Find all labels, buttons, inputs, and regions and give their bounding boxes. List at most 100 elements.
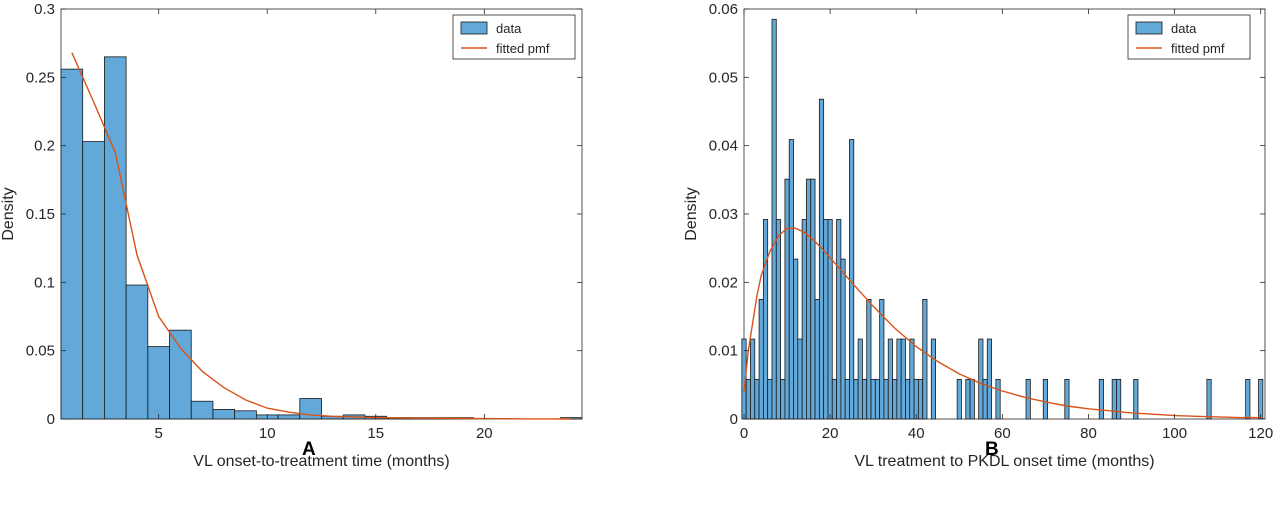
chart-b-bar-42 [922,299,928,420]
chart-b-bar-9 [780,378,786,420]
chart-b-legend-label-fit: fitted pmf [1171,41,1225,56]
chart-a-bar-5 [169,329,192,420]
chart-b-bar-1 [745,378,751,420]
chart-b-ytick-label-3: 0.03 [709,206,738,223]
chart-b-bar-16 [810,178,816,420]
chart-b-bar-57 [986,338,992,420]
chart-b-bar-35 [892,378,898,420]
chart-a-bar-7 [212,409,236,420]
chart-b-bar-8 [775,219,781,420]
chart-b-ytick-label-0: 0 [730,411,738,428]
chart-b-bar-66 [1025,378,1031,420]
panel-label-b: B [985,439,999,460]
chart-b: 0 20 40 60 80 100 120 0 0.01 0.02 0.03 0.04 0.05 0.06… [683,1,1273,470]
chart-b-bar-31 [874,378,881,420]
chart-b-bar-37 [900,338,906,420]
chart-b-bar-55 [978,338,984,420]
chart-b-bar-27 [857,338,863,420]
chart-a-bar-6 [190,400,214,420]
chart-b-bar-30 [870,378,876,420]
chart-b-xtick-label-1: 20 [822,425,839,442]
chart-b-legend-label-data: data [1171,21,1197,36]
chart-b-bar-44 [930,338,937,420]
chart-b-xlabel: VL treatment to PKDL onset time (months) [854,453,1154,470]
chart-a: 5 10 15 20 0 0.05 0.1 0.15 0.2 0.25 0.3 VL onset-to… [0,1,583,470]
chart-b-bar-38 [905,378,911,420]
chart-a-bar-2 [104,56,127,420]
chart-b-bar-7 [771,18,777,420]
chart-b-bar-40 [913,378,919,420]
chart-b-bar-117 [1245,378,1251,420]
chart-a-ytick-label-5: 0.25 [26,69,55,86]
chart-b-bar-32 [879,299,885,420]
chart-b-bar-108 [1206,378,1212,420]
chart-a-ylabel: Density [0,187,17,240]
chart-b-xtick-label-5: 100 [1162,425,1187,442]
chart-b-bar-87 [1116,378,1122,420]
chart-b-bar-20 [827,219,833,420]
chart-b-bar-17 [814,299,820,420]
chart-b-bar-4 [758,299,764,420]
chart-b-bar-120 [1258,378,1264,420]
chart-b-xtick-label-2: 40 [908,425,925,442]
chart-a-ytick-label-4: 0.2 [34,138,55,155]
chart-b-bar-75 [1064,378,1070,420]
chart-b-bar-23 [840,258,846,420]
chart-b-xtick-label-4: 80 [1080,425,1097,442]
chart-b-bar-39 [909,338,915,420]
chart-a-xlabel: VL onset-to-treatment time (months) [193,453,449,470]
chart-a-ytick-label-1: 0.05 [26,343,55,360]
chart-b-bar-33 [883,378,889,420]
chart-a-bar-0 [60,68,84,420]
chart-b-ytick-label-2: 0.02 [709,274,738,291]
chart-b-bar-41 [917,378,924,420]
chart-a-xtick-label-0: 5 [155,425,163,442]
chart-b-bar-91 [1133,378,1139,420]
chart-a-legend-box [452,14,576,60]
chart-b-bar-53 [969,378,975,420]
chart-b-bar-36 [896,338,902,420]
chart-a-ytick-label-0: 0 [47,411,55,428]
chart-a-xtick-label-1: 10 [259,425,276,442]
chart-a-bar-3 [125,284,149,420]
chart-b-bar-34 [887,338,893,420]
chart-a-xtick-label-3: 20 [476,425,493,442]
chart-b-bar-2 [750,338,756,420]
chart-b-bar-13 [797,338,803,420]
chart-b-ytick-label-6: 0.06 [709,1,738,18]
chart-b-bar-86 [1111,378,1117,420]
chart-b-bar-29 [866,299,872,420]
chart-b-bar-25 [849,139,855,420]
chart-a-ytick-label-2: 0.1 [34,274,55,291]
chart-b-bar-59 [995,378,1001,420]
chart-b-bar-22 [836,219,842,420]
chart-b-bar-28 [862,378,868,420]
chart-a-bar-4 [147,346,170,420]
chart-b-xtick-label-6: 120 [1248,425,1273,442]
chart-b-bar-3 [754,378,760,420]
chart-a-ytick-label-3: 0.15 [26,206,55,223]
chart-b-xtick-label-3: 60 [994,425,1011,442]
chart-a-bar-8 [234,410,257,420]
chart-b-xtick-label-0: 0 [740,425,748,442]
chart-b-bar-70 [1042,378,1048,420]
chart-a-legend-label-fit: fitted pmf [496,41,550,56]
chart-b-bar-21 [831,378,837,420]
panel-label-a: A [302,439,316,460]
chart-a-bar-10 [277,414,301,420]
chart-a-bar-1 [82,141,105,420]
chart-b-bar-5 [762,219,769,420]
chart-b-ylabel: Density [683,187,700,240]
chart-b-bar-52 [965,378,971,420]
chart-b-bar-24 [844,378,850,420]
chart-a-xtick-label-2: 15 [367,425,384,442]
chart-b-bar-12 [793,258,799,420]
chart-b-ytick-label-4: 0.04 [709,138,738,155]
chart-b-bar-15 [806,178,812,420]
chart-b-ytick-label-1: 0.01 [709,343,738,360]
chart-b-bar-19 [823,219,829,420]
chart-b-bar-14 [801,219,807,420]
chart-b-bar-11 [788,139,794,420]
chart-b-fit-line [743,227,1261,419]
